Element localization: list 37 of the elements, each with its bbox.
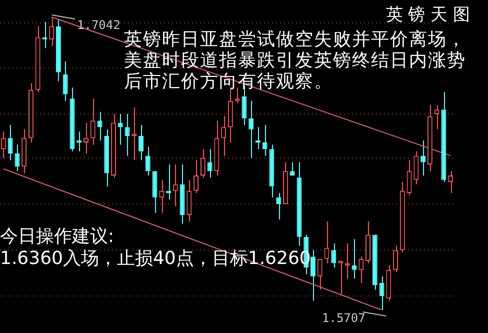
- candlestick: [186, 179, 192, 222]
- candlestick: [0, 131, 6, 158]
- candlestick: [207, 148, 212, 178]
- candlestick: [234, 87, 240, 104]
- candlestick: [262, 124, 268, 156]
- candlestick: [90, 98, 96, 146]
- candlestick: [84, 122, 88, 154]
- annotation: 今日操作建议:: [0, 226, 114, 247]
- text: 1.5707: [322, 311, 366, 325]
- candlestick: [8, 124, 13, 161]
- candlestick: [317, 258, 322, 290]
- candlestick: [406, 160, 412, 196]
- annotation: 1.7042: [77, 18, 120, 32]
- candlestick: [414, 150, 419, 185]
- chart-title: 英 镑 天 图: [386, 4, 470, 26]
- candlestick: [420, 140, 426, 176]
- candlestick: [358, 256, 364, 284]
- candlestick: [138, 124, 144, 161]
- candlestick: [221, 116, 226, 156]
- candlestick: [248, 100, 254, 158]
- candlestick: [331, 243, 336, 268]
- candlestick: [172, 164, 178, 207]
- candlestick: [49, 16, 54, 46]
- candlestick: [393, 245, 398, 273]
- candlestick: [14, 144, 20, 172]
- candlestick: [42, 21, 48, 49]
- candlestick: [194, 160, 199, 194]
- candlestick: [159, 179, 164, 214]
- candlestick: [276, 192, 282, 220]
- candlestick: [310, 250, 316, 302]
- candlestick: [434, 104, 440, 130]
- candlestick: [290, 162, 295, 176]
- candlestick: [338, 260, 343, 294]
- candlestick: [448, 170, 454, 194]
- candlestick: [200, 148, 206, 178]
- candlestick: [145, 146, 150, 176]
- candlestick: [62, 60, 68, 102]
